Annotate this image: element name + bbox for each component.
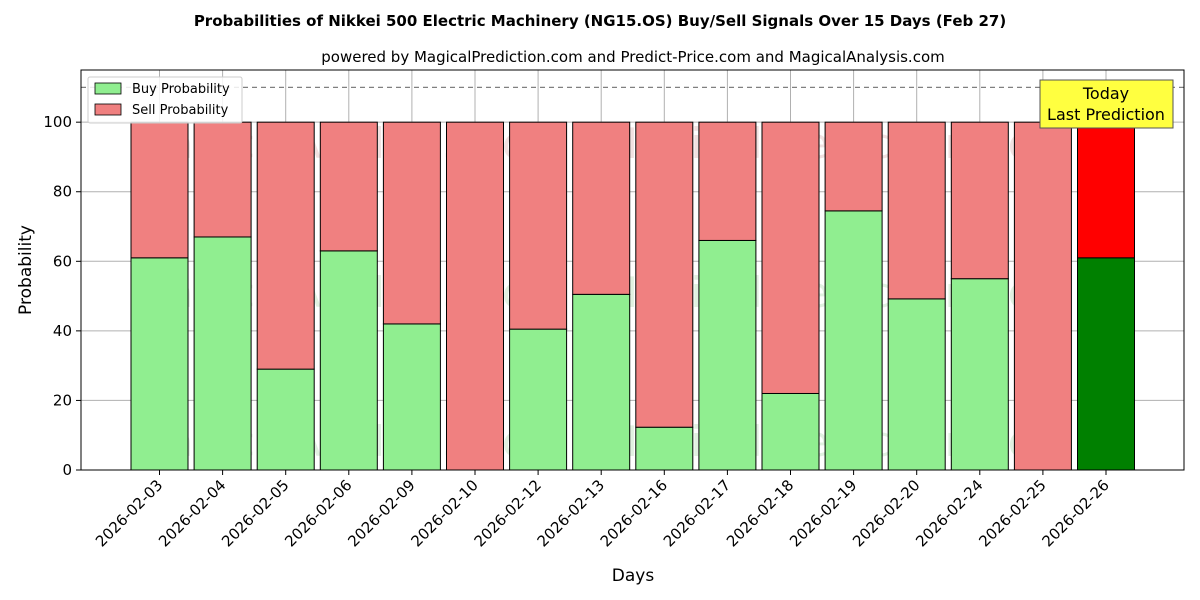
y-tick-label: 20 (53, 391, 72, 409)
x-tick-label: 2026-02-24 (912, 476, 986, 550)
buy-bar (950, 278, 1009, 471)
today-annotation: Today Last Prediction (1039, 79, 1174, 129)
buy-bar (193, 236, 252, 471)
y-tick-label: 0 (62, 461, 72, 479)
sell-bar (698, 121, 757, 241)
y-tick-label: 80 (53, 183, 72, 201)
today-annotation-line2: Last Prediction (1047, 105, 1165, 124)
legend-box (87, 76, 243, 124)
y-tick-label: 60 (53, 252, 72, 270)
sell-bar (509, 121, 568, 330)
x-tick-label: 2026-02-12 (471, 476, 545, 550)
x-tick-label: 2026-02-19 (786, 476, 860, 550)
chart-title: Probabilities of Nikkei 500 Electric Mac… (194, 12, 1006, 30)
x-tick-label: 2026-02-18 (723, 476, 797, 550)
sell-bar (193, 121, 252, 238)
x-tick-label: 2026-02-05 (218, 476, 292, 550)
x-axis-label: Days (612, 566, 655, 586)
sell-bar (761, 121, 820, 394)
buy-bar (319, 250, 378, 471)
x-tick-label: 2026-02-04 (155, 476, 229, 550)
x-tick-label: 2026-02-20 (849, 476, 923, 550)
today-annotation-box (1039, 79, 1174, 129)
sell-bar (950, 121, 1009, 280)
legend-sell-swatch (94, 103, 122, 116)
legend: Buy Probability Sell Probability (87, 76, 243, 124)
sell-bar (887, 121, 946, 300)
today-annotation-line1: Today (1082, 84, 1129, 103)
sell-bar (446, 121, 504, 471)
sell-bar (1077, 121, 1135, 259)
plot-frame (80, 69, 1185, 471)
x-tick-label: 2026-02-17 (660, 476, 734, 550)
sell-bar (1013, 121, 1072, 471)
x-axis: 2026-02-032026-02-042026-02-052026-02-06… (92, 470, 1113, 550)
sell-bar (256, 121, 315, 370)
x-tick-label: 2026-02-09 (344, 476, 418, 550)
buy-bar (130, 257, 189, 471)
buy-bar (1077, 257, 1135, 471)
buy-bar (824, 210, 883, 471)
sell-bar (824, 121, 883, 212)
buy-bar (761, 392, 820, 471)
buy-bar (382, 323, 441, 471)
x-tick-label: 2026-02-10 (407, 476, 481, 550)
buy-bar (698, 239, 757, 471)
buy-bar (509, 328, 568, 471)
y-axis: 0 20 40 60 80 100 (43, 113, 81, 479)
bars (130, 121, 1135, 471)
buy-bar (887, 298, 946, 471)
buy-bar (635, 426, 694, 471)
buy-bar (572, 293, 631, 471)
sell-bar (635, 121, 694, 428)
x-tick-label: 2026-02-25 (975, 476, 1049, 550)
x-tick-label: 2026-02-13 (534, 476, 608, 550)
y-tick-label: 40 (53, 322, 72, 340)
sell-bar (382, 121, 441, 325)
sell-bar (130, 121, 189, 259)
legend-sell-label: Sell Probability (132, 103, 229, 118)
x-tick-label: 2026-02-16 (597, 476, 671, 550)
x-tick-label: 2026-02-03 (92, 476, 166, 550)
legend-buy-swatch (94, 82, 122, 95)
legend-buy-label: Buy Probability (132, 82, 230, 97)
chart-subtitle: powered by MagicalPrediction.com and Pre… (321, 48, 945, 66)
x-tick-label: 2026-02-26 (1038, 476, 1112, 550)
buy-bar (256, 368, 315, 471)
y-tick-label: 100 (43, 113, 72, 131)
x-tick-label: 2026-02-06 (281, 476, 355, 550)
sell-bar (572, 121, 631, 295)
y-axis-label: Probability (16, 225, 36, 315)
sell-bar (319, 121, 378, 252)
